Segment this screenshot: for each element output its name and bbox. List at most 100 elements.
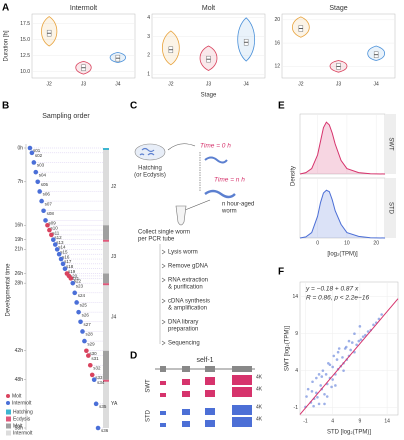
panel-label: D	[130, 351, 137, 362]
sample-label: s11	[52, 230, 59, 235]
y-axis-label: Developmental time	[6, 263, 12, 317]
y-tick-label: 42h	[15, 348, 24, 354]
x-tick-label: J2	[168, 81, 174, 87]
sample-point	[29, 150, 35, 156]
sample-label: s02	[35, 153, 43, 158]
sample-label: s18	[66, 264, 74, 269]
sample-point	[56, 251, 62, 257]
step-bullet	[161, 263, 166, 269]
facet-label: SWT	[387, 137, 393, 151]
y-axis-label: Duration [h]	[4, 30, 10, 61]
point	[349, 348, 352, 352]
sample-point	[78, 319, 83, 325]
sample-point	[86, 353, 91, 358]
step-label: cDNA synthesis	[168, 299, 210, 305]
point	[372, 323, 375, 327]
sample-point	[74, 300, 79, 305]
y-tick-label: 0h	[17, 145, 23, 151]
x-tick-label: J4	[115, 81, 121, 87]
stage-bar	[103, 239, 109, 274]
panel-label: B	[2, 101, 9, 112]
point	[332, 354, 336, 358]
step-bullet	[161, 319, 166, 325]
stage-label: YA	[111, 401, 118, 407]
scale-label: 4K	[256, 404, 263, 410]
sample-label: s31	[91, 356, 99, 361]
density-line	[299, 189, 386, 239]
scale-label: 4K	[256, 374, 263, 380]
sample-point	[39, 198, 44, 204]
sample-point	[35, 179, 41, 185]
stage-bar	[103, 283, 109, 351]
point	[355, 343, 358, 347]
sample-label: s21	[72, 276, 80, 281]
point	[347, 339, 351, 343]
stage-label: J3	[111, 254, 117, 260]
panel-label: A	[2, 3, 9, 14]
hatching-mark	[103, 148, 109, 150]
molt-bar	[103, 273, 109, 284]
worm	[204, 156, 228, 164]
x-tick-label: 9	[358, 418, 361, 424]
y-tick-label: 9	[295, 331, 298, 337]
y-tick-label: 19h	[15, 237, 24, 243]
x-tick-label: J3	[81, 81, 87, 87]
facet-strip	[386, 178, 396, 238]
sample-label: s16	[62, 254, 70, 259]
sample-label: s10	[50, 225, 58, 230]
sample-point	[82, 338, 87, 344]
annotation: y = −0.18 + 0.87 x	[305, 286, 359, 293]
legend-marker	[6, 416, 11, 422]
point	[306, 387, 310, 391]
x-tick-label: 0	[316, 240, 319, 246]
hatching-label: (or Ecdysis)	[134, 173, 166, 179]
point	[357, 339, 361, 343]
molt-bar	[103, 350, 109, 380]
sample-point	[72, 290, 78, 296]
y-tick-label: 16	[274, 40, 280, 46]
plot-frame	[299, 281, 399, 416]
step-label: Lysis worm	[168, 250, 198, 256]
x-tick-label: J4	[244, 81, 250, 87]
step-label: & amplification	[168, 306, 207, 312]
sample-point	[52, 242, 58, 247]
x-tick-label: 10	[344, 240, 350, 246]
facet-title: Stage	[329, 5, 347, 12]
point	[315, 391, 318, 395]
sample-label: s25	[80, 303, 88, 308]
y-tick-label: 12	[274, 64, 280, 70]
density-area	[300, 122, 385, 174]
sample-label: s23	[76, 283, 84, 288]
y-tick-label: 20	[274, 17, 280, 23]
sample-label: s26	[82, 312, 90, 317]
legend-label: Hatching	[13, 409, 33, 415]
point	[336, 350, 340, 354]
y-tick-label: 17.5	[20, 21, 30, 27]
step-bullet	[161, 249, 166, 255]
track-illustration	[155, 366, 255, 427]
worm	[204, 189, 236, 199]
point	[328, 363, 332, 367]
y-tick-label: 14	[292, 294, 298, 300]
point	[323, 402, 326, 406]
exon	[205, 366, 215, 372]
collect-label: Collect single worm	[138, 230, 190, 236]
x-tick-label: J3	[206, 81, 212, 87]
dish	[134, 143, 166, 161]
point	[341, 356, 344, 359]
y-tick-label: 12.5	[20, 53, 30, 59]
panel-label: F	[278, 267, 284, 278]
sample-label: s36	[101, 428, 109, 433]
sample-label: s22	[74, 279, 82, 284]
sample-label: s07	[45, 201, 53, 206]
y-tick-label: 15.0	[20, 37, 30, 43]
point	[316, 395, 319, 399]
exon	[160, 366, 166, 372]
point	[377, 317, 381, 321]
point	[311, 380, 314, 384]
step-label: Sequencing	[168, 341, 200, 347]
legend-label: Intermolt	[13, 430, 33, 436]
sample-label: s08	[47, 211, 55, 216]
facet-label: STD	[387, 202, 393, 215]
